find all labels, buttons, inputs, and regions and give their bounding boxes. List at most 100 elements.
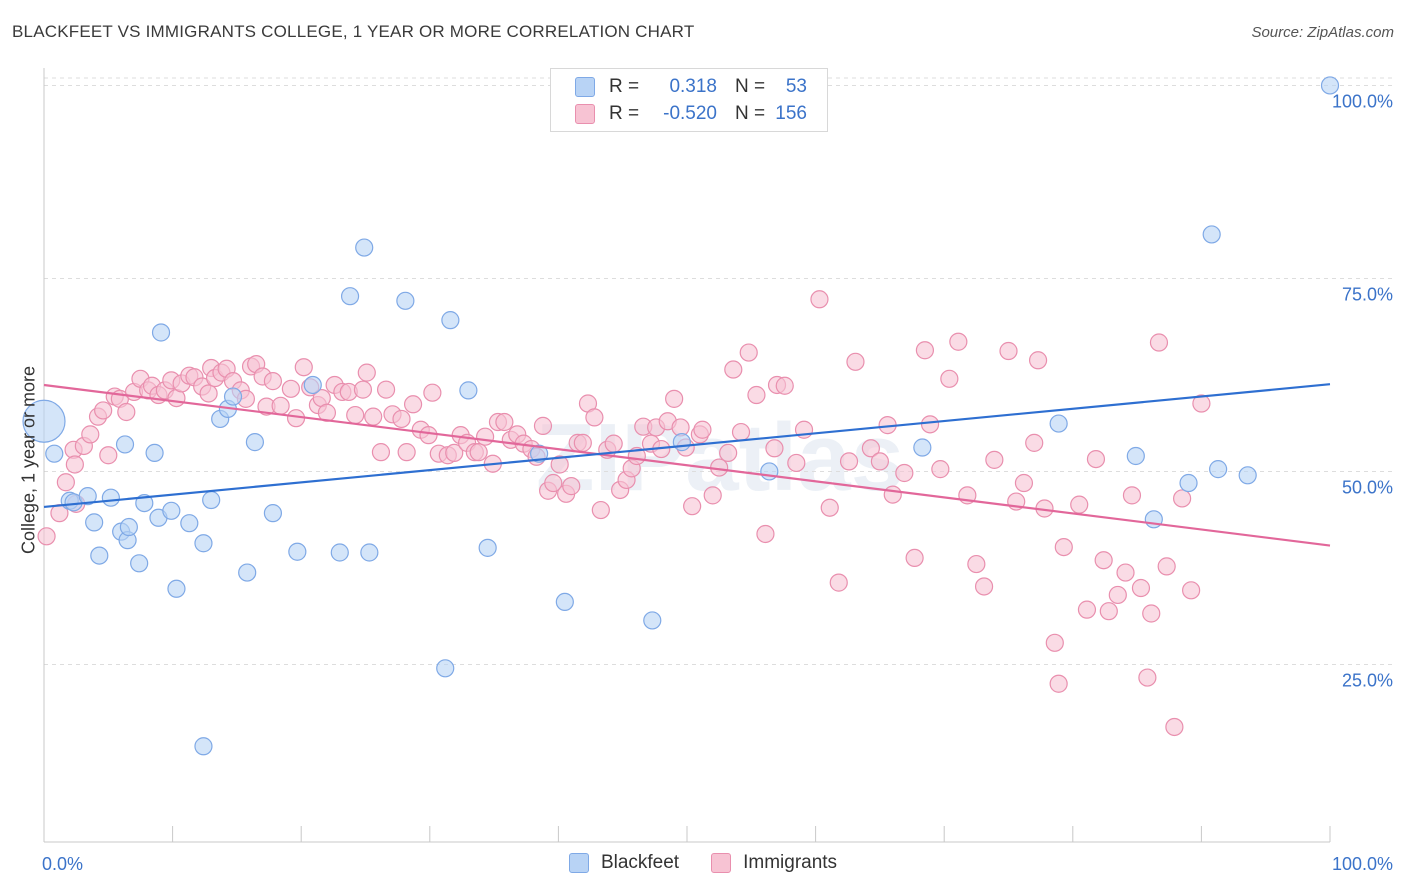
- immigrants-point: [281, 379, 301, 398]
- immigrants-point: [403, 395, 423, 414]
- immigrants-point: [724, 360, 743, 379]
- immigrants-point: [1028, 351, 1048, 370]
- blackfeet-point: [1179, 473, 1198, 493]
- blackfeet-point: [85, 513, 104, 532]
- immigrants-point: [693, 420, 712, 439]
- x-tick-label: 100.0%: [1332, 854, 1393, 874]
- immigrants-point: [787, 453, 806, 473]
- immigrants-swatch: [711, 853, 732, 873]
- blackfeet-point: [130, 554, 149, 573]
- legend-r-value: 0.318: [669, 76, 717, 97]
- immigrants-point: [199, 384, 218, 403]
- immigrants-point: [1142, 604, 1161, 623]
- y-tick-label: 25.0%: [1342, 670, 1393, 690]
- blackfeet-point: [90, 546, 109, 565]
- blackfeet-point: [238, 563, 257, 582]
- immigrants-point: [1157, 557, 1176, 576]
- immigrants-point: [1173, 489, 1192, 508]
- y-tick-label: 75.0%: [1342, 284, 1393, 304]
- legend-n-label: N =: [735, 103, 766, 124]
- immigrants-point: [392, 409, 411, 429]
- axes: [43, 68, 1331, 843]
- immigrants-point: [731, 422, 751, 442]
- blackfeet-point: [303, 375, 322, 395]
- immigrants-point: [861, 439, 880, 458]
- trend-lines: [43, 383, 1331, 547]
- immigrants-point: [423, 383, 442, 402]
- blackfeet-point: [288, 542, 307, 561]
- blackfeet-point: [436, 659, 455, 678]
- blackfeet-point: [223, 387, 243, 406]
- blackfeet-point: [1238, 466, 1257, 485]
- source-label: Source: ZipAtlas.com: [1251, 24, 1394, 41]
- immigrants-point: [1165, 717, 1184, 737]
- blackfeet-point: [913, 438, 932, 457]
- immigrants-point: [1025, 433, 1044, 452]
- immigrants-point: [931, 460, 950, 479]
- immigrants-point: [585, 408, 604, 427]
- blackfeet-point: [194, 737, 213, 756]
- immigrants-point: [1108, 585, 1127, 605]
- legend-n-value: 156: [775, 103, 807, 124]
- legend-r-label: R =: [609, 103, 640, 124]
- blackfeet-point: [145, 443, 164, 463]
- blackfeet-swatch: [575, 77, 595, 97]
- immigrants-point: [81, 425, 100, 444]
- blackfeet-point: [340, 287, 360, 306]
- immigrants-point: [739, 343, 758, 362]
- blackfeet-point: [162, 501, 181, 520]
- immigrants-point: [346, 405, 365, 425]
- blackfeet-point: [1202, 225, 1221, 244]
- blackfeet-point: [202, 490, 221, 510]
- legend-item-immigrants: Immigrants: [711, 852, 837, 874]
- blackfeet-trend-line: [43, 383, 1331, 509]
- immigrants-point: [775, 376, 794, 395]
- blackfeet-point: [101, 488, 120, 507]
- immigrants-point: [1070, 495, 1089, 514]
- immigrants-point: [397, 443, 416, 462]
- immigrants-point: [550, 455, 569, 474]
- immigrants-point: [967, 554, 986, 574]
- legend-label: Immigrants: [743, 852, 838, 873]
- immigrants-point: [1138, 668, 1157, 687]
- blackfeet-point: [167, 579, 186, 598]
- immigrants-point: [839, 452, 859, 471]
- blackfeet-point: [194, 534, 213, 553]
- immigrants-point: [294, 358, 313, 377]
- immigrants-point: [1182, 581, 1201, 600]
- immigrants-points: [37, 290, 1211, 737]
- immigrants-point: [683, 497, 702, 516]
- blackfeet-point: [396, 291, 415, 310]
- blackfeet-point: [330, 543, 349, 562]
- immigrants-point: [419, 426, 438, 445]
- immigrants-point: [985, 450, 1004, 469]
- blackfeet-swatch: [568, 853, 589, 873]
- immigrants-point: [1094, 551, 1113, 570]
- legend-label: Blackfeet: [600, 852, 680, 873]
- immigrants-point: [765, 439, 784, 458]
- immigrants-point: [376, 380, 396, 399]
- stats-legend: R = 0.318 N = 53 R = -0.520 N = 156: [550, 68, 828, 132]
- immigrants-point: [829, 573, 848, 592]
- immigrants-point: [364, 407, 383, 426]
- blackfeet-point: [441, 311, 460, 330]
- immigrants-point: [56, 473, 75, 492]
- immigrants-trend-line: [43, 383, 1331, 547]
- blackfeet-point: [245, 433, 265, 452]
- immigrants-point: [846, 352, 865, 371]
- immigrants-point: [37, 527, 56, 546]
- legend-item-blackfeet: Blackfeet: [568, 852, 680, 874]
- immigrants-point: [573, 433, 592, 452]
- immigrants-point: [665, 389, 684, 408]
- y-tick-label: 100.0%: [1332, 91, 1393, 111]
- immigrants-point: [940, 369, 959, 388]
- immigrants-point: [949, 332, 968, 351]
- immigrants-point: [353, 380, 373, 399]
- immigrants-point: [117, 402, 136, 422]
- immigrants-point: [905, 548, 924, 568]
- blackfeet-point: [643, 611, 662, 630]
- immigrants-point: [604, 434, 623, 453]
- immigrants-point: [895, 463, 914, 483]
- blackfeet-point: [360, 543, 379, 562]
